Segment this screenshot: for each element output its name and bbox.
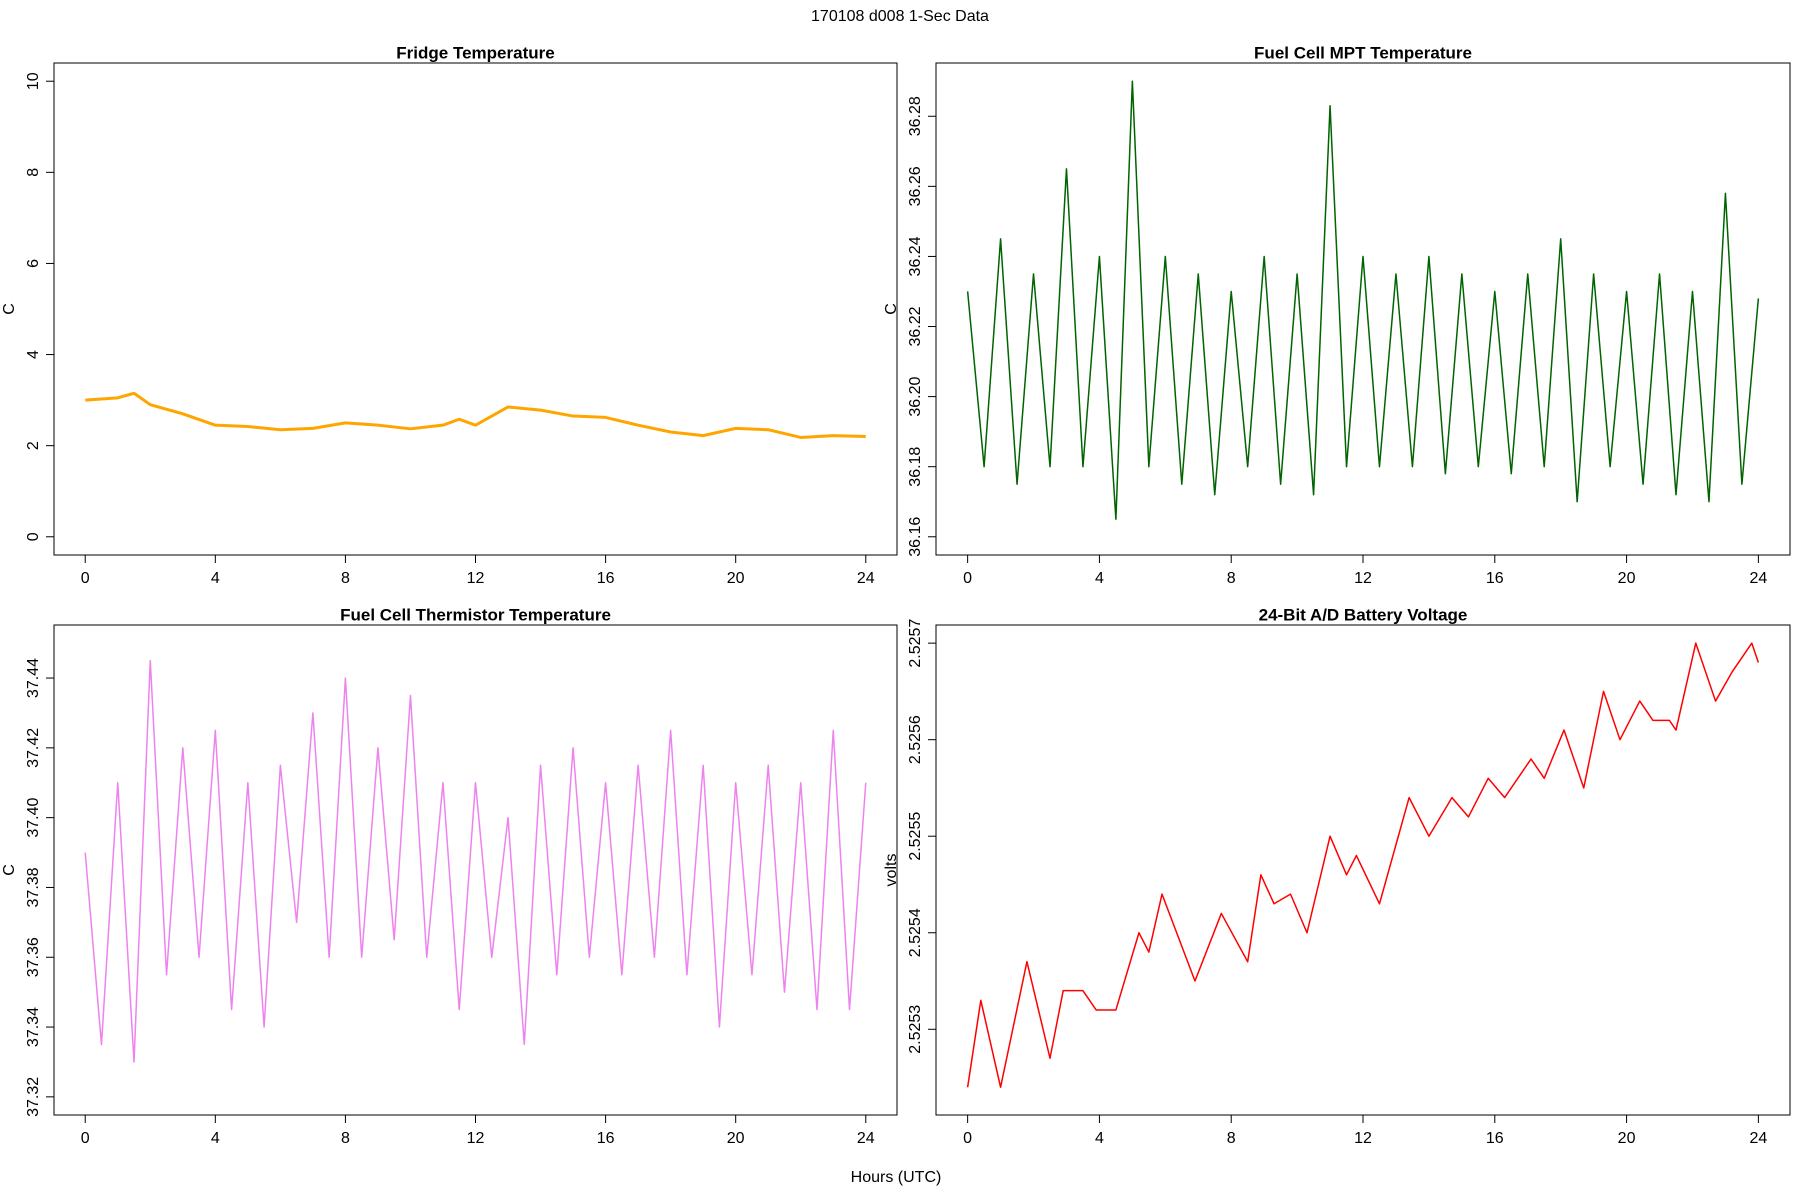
x-tick-label: 16 [1486,1130,1504,1147]
data-line [84,659,867,1063]
x-tick-label: 4 [1095,1130,1104,1147]
x-axis-label: Hours (UTC) [851,1169,942,1186]
y-tick-label: 8 [25,168,42,177]
y-tick-label: 2.5253 [907,1005,924,1054]
x-tick-label: 8 [341,1130,350,1147]
x-tick-label: 20 [1618,1130,1636,1147]
y-tick-label: 36.26 [907,166,924,206]
y-tick-label: 37.40 [25,798,42,838]
y-tick-label: 37.38 [25,867,42,907]
x-tick-label: 20 [1618,570,1636,587]
y-axis-label: volts [883,854,900,887]
x-tick-label: 8 [1227,1130,1236,1147]
data-line [966,642,1760,1088]
y-tick-label: 37.32 [25,1077,42,1117]
y-tick-label: 4 [25,350,42,359]
y-axis-label: C [1,303,18,315]
data-line [966,80,1760,521]
x-tick-label: 0 [963,1130,972,1147]
y-tick-label: 36.24 [907,236,924,276]
plot-frame [53,624,898,1116]
y-axis-label: C [1,864,18,876]
y-tick-label: 36.16 [907,517,924,557]
figure-title: 170108 d008 1-Sec Data [811,8,989,25]
y-tick-label: 2.5255 [907,812,924,861]
y-tick-label: 37.34 [25,1007,42,1047]
y-tick-label: 36.28 [907,96,924,136]
x-tick-label: 20 [727,570,745,587]
x-tick-label: 24 [1749,1130,1767,1147]
x-tick-label: 4 [211,1130,220,1147]
y-tick-label: 2.5257 [907,619,924,668]
x-tick-label: 0 [81,1130,90,1147]
y-tick-label: 37.44 [25,658,42,698]
data-line [85,391,866,439]
x-tick-label: 12 [1354,1130,1372,1147]
x-tick-label: 0 [963,570,972,587]
x-tick-label: 16 [597,1130,615,1147]
y-tick-label: 36.20 [907,376,924,416]
x-tick-label: 16 [597,570,615,587]
y-tick-label: 37.36 [25,937,42,977]
y-tick-label: 2 [25,441,42,450]
x-tick-label: 24 [1749,570,1767,587]
x-tick-label: 0 [81,570,90,587]
x-tick-label: 20 [727,1130,745,1147]
y-tick-label: 10 [25,72,42,90]
x-tick-label: 24 [857,1130,875,1147]
y-tick-label: 2.5254 [907,908,924,957]
plot-frame [53,62,898,556]
x-tick-label: 12 [467,1130,485,1147]
y-tick-label: 0 [25,532,42,541]
x-tick-label: 16 [1486,570,1504,587]
y-tick-label: 36.18 [907,447,924,487]
x-tick-label: 12 [1354,570,1372,587]
y-tick-label: 2.5256 [907,715,924,764]
x-tick-label: 4 [1095,570,1104,587]
x-tick-label: 24 [857,570,875,587]
y-axis-label: C [883,303,900,315]
chart-title: 24-Bit A/D Battery Voltage [1259,605,1468,624]
y-tick-label: 36.22 [907,306,924,346]
chart-title: Fridge Temperature [396,43,554,62]
chart-title: Fuel Cell Thermistor Temperature [340,605,611,624]
chart-title: Fuel Cell MPT Temperature [1254,43,1472,62]
y-tick-label: 6 [25,259,42,268]
x-tick-label: 8 [341,570,350,587]
x-tick-label: 4 [211,570,220,587]
x-tick-label: 12 [467,570,485,587]
y-tick-label: 37.42 [25,728,42,768]
x-tick-label: 8 [1227,570,1236,587]
